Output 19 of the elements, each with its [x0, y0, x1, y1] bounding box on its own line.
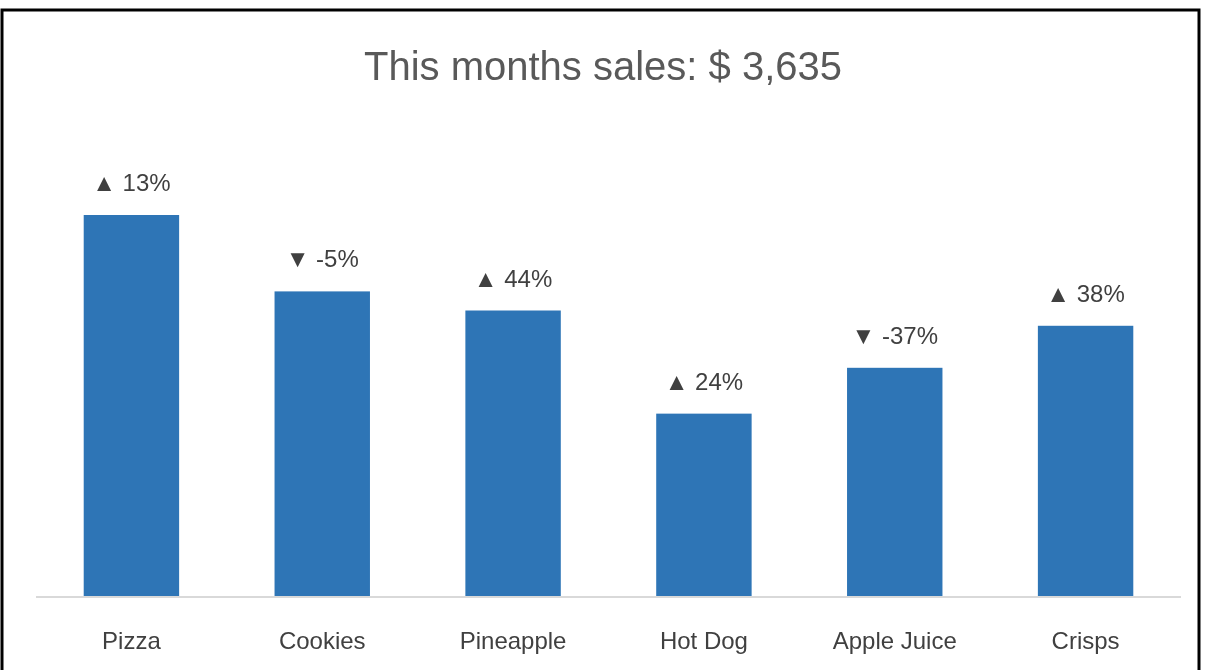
annotation: ▼ -5%	[285, 245, 359, 273]
annotation: ▼ -37%	[851, 321, 938, 349]
bar	[83, 215, 180, 597]
x-tick-label: Crisps	[1051, 627, 1120, 654]
x-tick-label: Pineapple	[459, 627, 567, 654]
x-tick-label: Pizza	[102, 627, 162, 654]
chart-title: This months sales: $ 3,635	[363, 44, 843, 88]
bar	[847, 367, 943, 597]
x-tick-label: Apple Juice	[832, 627, 957, 654]
bar	[274, 291, 370, 597]
annotation: ▲ 38%	[1046, 279, 1125, 307]
x-tick-label: Cookies	[278, 627, 366, 654]
annotation: ▲ 24%	[664, 367, 744, 395]
bar	[656, 413, 752, 597]
bar	[465, 310, 561, 597]
x-tick-label: Hot Dog	[659, 627, 748, 654]
annotation: ▲ 44%	[473, 264, 553, 292]
bar	[1037, 325, 1134, 597]
annotation: ▲ 13%	[92, 169, 171, 196]
